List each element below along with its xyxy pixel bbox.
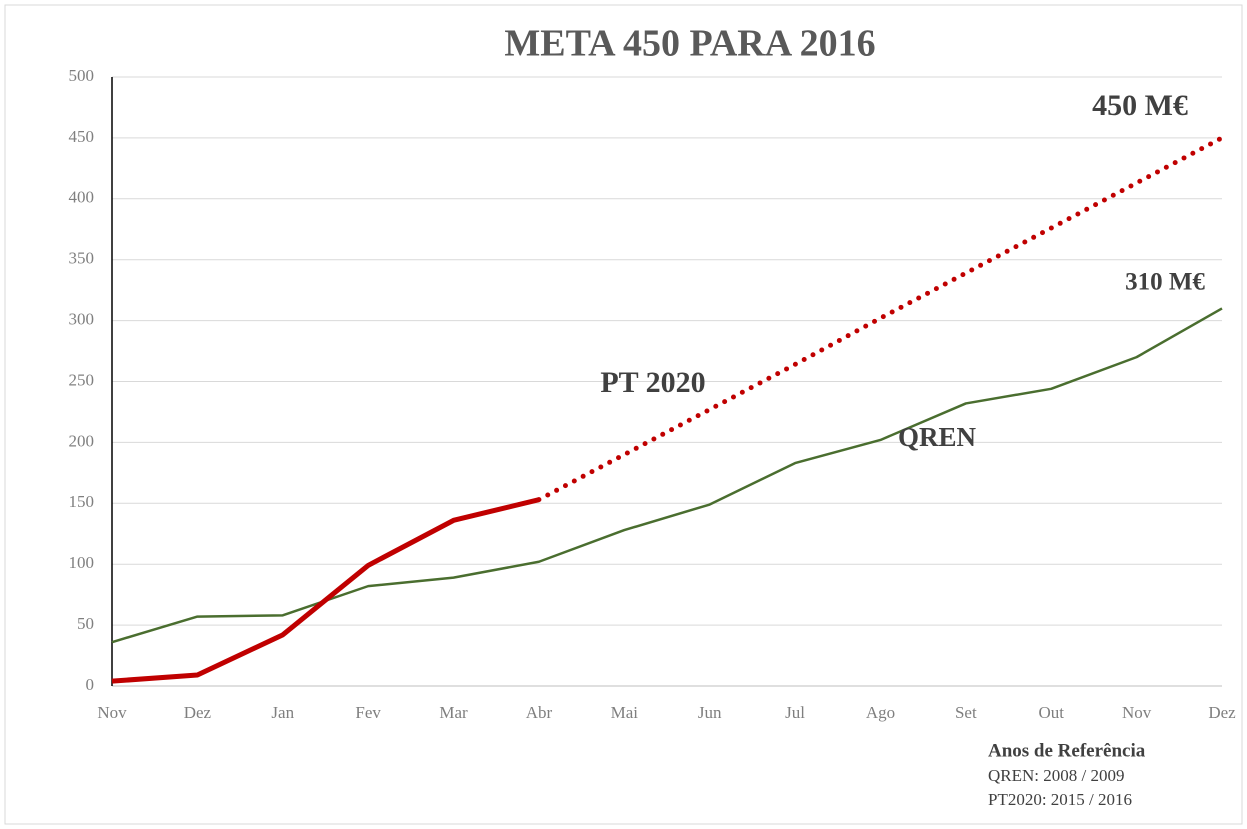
x-tick-label: Dez: [1208, 703, 1236, 722]
y-tick-label: 300: [69, 310, 95, 329]
annotation: 450 M€: [1092, 89, 1188, 122]
series-line: [536, 135, 1225, 503]
annotation: 310 M€: [1125, 269, 1205, 296]
x-tick-label: Mar: [439, 703, 468, 722]
x-tick-label: Mai: [611, 703, 639, 722]
series-label: QREN: [898, 422, 977, 452]
chart-title: META 450 PARA 2016: [504, 23, 875, 65]
series-line: [111, 497, 540, 684]
x-tick-label: Nov: [97, 703, 127, 722]
y-tick-label: 250: [69, 370, 95, 389]
y-tick-label: 0: [86, 675, 95, 694]
x-tick-label: Jul: [785, 703, 805, 722]
x-tick-label: Fev: [355, 703, 381, 722]
x-tick-label: Jan: [271, 703, 294, 722]
x-tick-label: Jun: [698, 703, 722, 722]
x-tick-label: Dez: [184, 703, 212, 722]
footnote-line: QREN: 2008 / 2009: [988, 766, 1124, 785]
y-tick-label: 100: [69, 553, 95, 572]
series-line: [111, 307, 1223, 644]
series-label: PT 2020: [600, 366, 705, 399]
x-tick-label: Ago: [866, 703, 895, 722]
y-tick-label: 450: [69, 127, 95, 146]
y-tick-label: 200: [69, 431, 95, 450]
x-tick-label: Set: [955, 703, 977, 722]
x-tick-label: Nov: [1122, 703, 1152, 722]
y-tick-label: 150: [69, 492, 95, 511]
x-tick-label: Out: [1038, 703, 1064, 722]
y-tick-label: 500: [69, 66, 95, 85]
footnote-line: PT2020: 2015 / 2016: [988, 790, 1132, 809]
footnote-title: Anos de Referência: [988, 740, 1146, 761]
y-tick-label: 350: [69, 249, 95, 268]
y-tick-label: 400: [69, 188, 95, 207]
chart-frame: [4, 4, 1243, 825]
x-tick-label: Abr: [526, 703, 553, 722]
y-tick-label: 50: [77, 614, 94, 633]
